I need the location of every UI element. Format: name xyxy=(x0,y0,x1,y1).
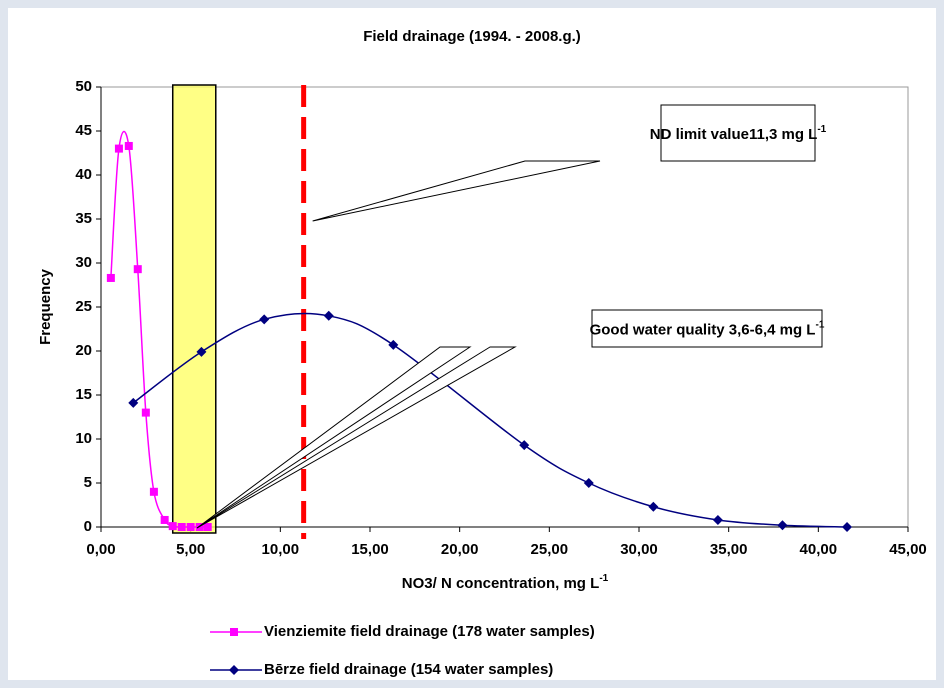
callout-pointer xyxy=(312,160,601,222)
y-tick-label: 0 xyxy=(84,518,92,535)
x-tick-label: 15,00 xyxy=(351,541,389,558)
marker xyxy=(388,339,399,350)
x-tick-label: 5,00 xyxy=(176,541,205,558)
callout-text-main: Good water quality 3,6-6,4 mg L xyxy=(590,321,816,338)
y-axis-title: Frequency xyxy=(37,268,54,345)
callout-text-main: ND limit value11,3 mg L xyxy=(650,126,818,143)
marker xyxy=(160,515,169,524)
marker xyxy=(583,478,594,488)
callout-text-sup: -1 xyxy=(815,319,824,330)
x-tick-label: 40,00 xyxy=(800,541,838,558)
quality-band xyxy=(171,84,217,534)
x-tick-label: 10,00 xyxy=(262,541,300,558)
y-tick-label: 15 xyxy=(75,386,92,403)
series-line xyxy=(132,312,848,528)
marker xyxy=(196,346,207,357)
marker xyxy=(186,523,195,531)
marker xyxy=(141,408,150,417)
callout-box xyxy=(660,104,816,162)
y-tick-label: 50 xyxy=(75,78,92,95)
callout-text-sup: -1 xyxy=(817,124,826,135)
x-tick-label: 25,00 xyxy=(531,541,569,558)
legend-marker xyxy=(229,665,239,675)
marker xyxy=(124,141,133,150)
marker xyxy=(712,514,723,525)
marker xyxy=(259,314,270,325)
x-axis-title: NO3/ N concentration, mg L-1 xyxy=(402,573,609,592)
legend-label: Vienziemite field drainage (178 water sa… xyxy=(264,623,595,640)
y-tick-label: 10 xyxy=(75,430,92,447)
x-tick-label: 30,00 xyxy=(620,541,658,558)
y-tick-label: 40 xyxy=(75,166,92,183)
marker xyxy=(519,440,530,451)
legend-marker xyxy=(230,628,238,636)
marker xyxy=(106,273,115,282)
x-axis-title-sup: -1 xyxy=(599,573,608,584)
y-tick-label: 25 xyxy=(75,298,92,315)
marker xyxy=(177,523,186,531)
callout-box xyxy=(591,309,823,348)
marker xyxy=(203,523,212,531)
callout-text: ND limit value11,3 mg L-1 xyxy=(650,124,827,143)
callout-pointer xyxy=(196,346,472,529)
x-tick-label: 0,00 xyxy=(86,541,115,558)
x-tick-label: 20,00 xyxy=(441,541,479,558)
y-tick-label: 35 xyxy=(75,210,92,227)
y-tick-label: 45 xyxy=(75,122,92,139)
y-tick-label: 20 xyxy=(75,342,92,359)
legend-label: Bērze field drainage (154 water samples) xyxy=(264,661,553,678)
chart-title: Field drainage (1994. - 2008.g.) xyxy=(363,28,581,45)
y-tick-label: 30 xyxy=(75,254,92,271)
marker xyxy=(114,144,123,153)
callout-text: Good water quality 3,6-6,4 mg L-1 xyxy=(590,319,825,338)
marker xyxy=(128,397,139,408)
y-tick-label: 5 xyxy=(84,474,92,491)
marker xyxy=(842,522,853,532)
x-tick-label: 45,00 xyxy=(889,541,927,558)
marker xyxy=(648,501,659,512)
x-tick-label: 35,00 xyxy=(710,541,748,558)
marker xyxy=(149,487,158,496)
marker xyxy=(133,265,142,274)
marker xyxy=(323,310,334,321)
marker xyxy=(777,520,788,531)
x-axis-title-text: NO3/ N concentration, mg L xyxy=(402,575,600,592)
callout-pointer xyxy=(196,346,517,529)
marker xyxy=(168,522,177,531)
